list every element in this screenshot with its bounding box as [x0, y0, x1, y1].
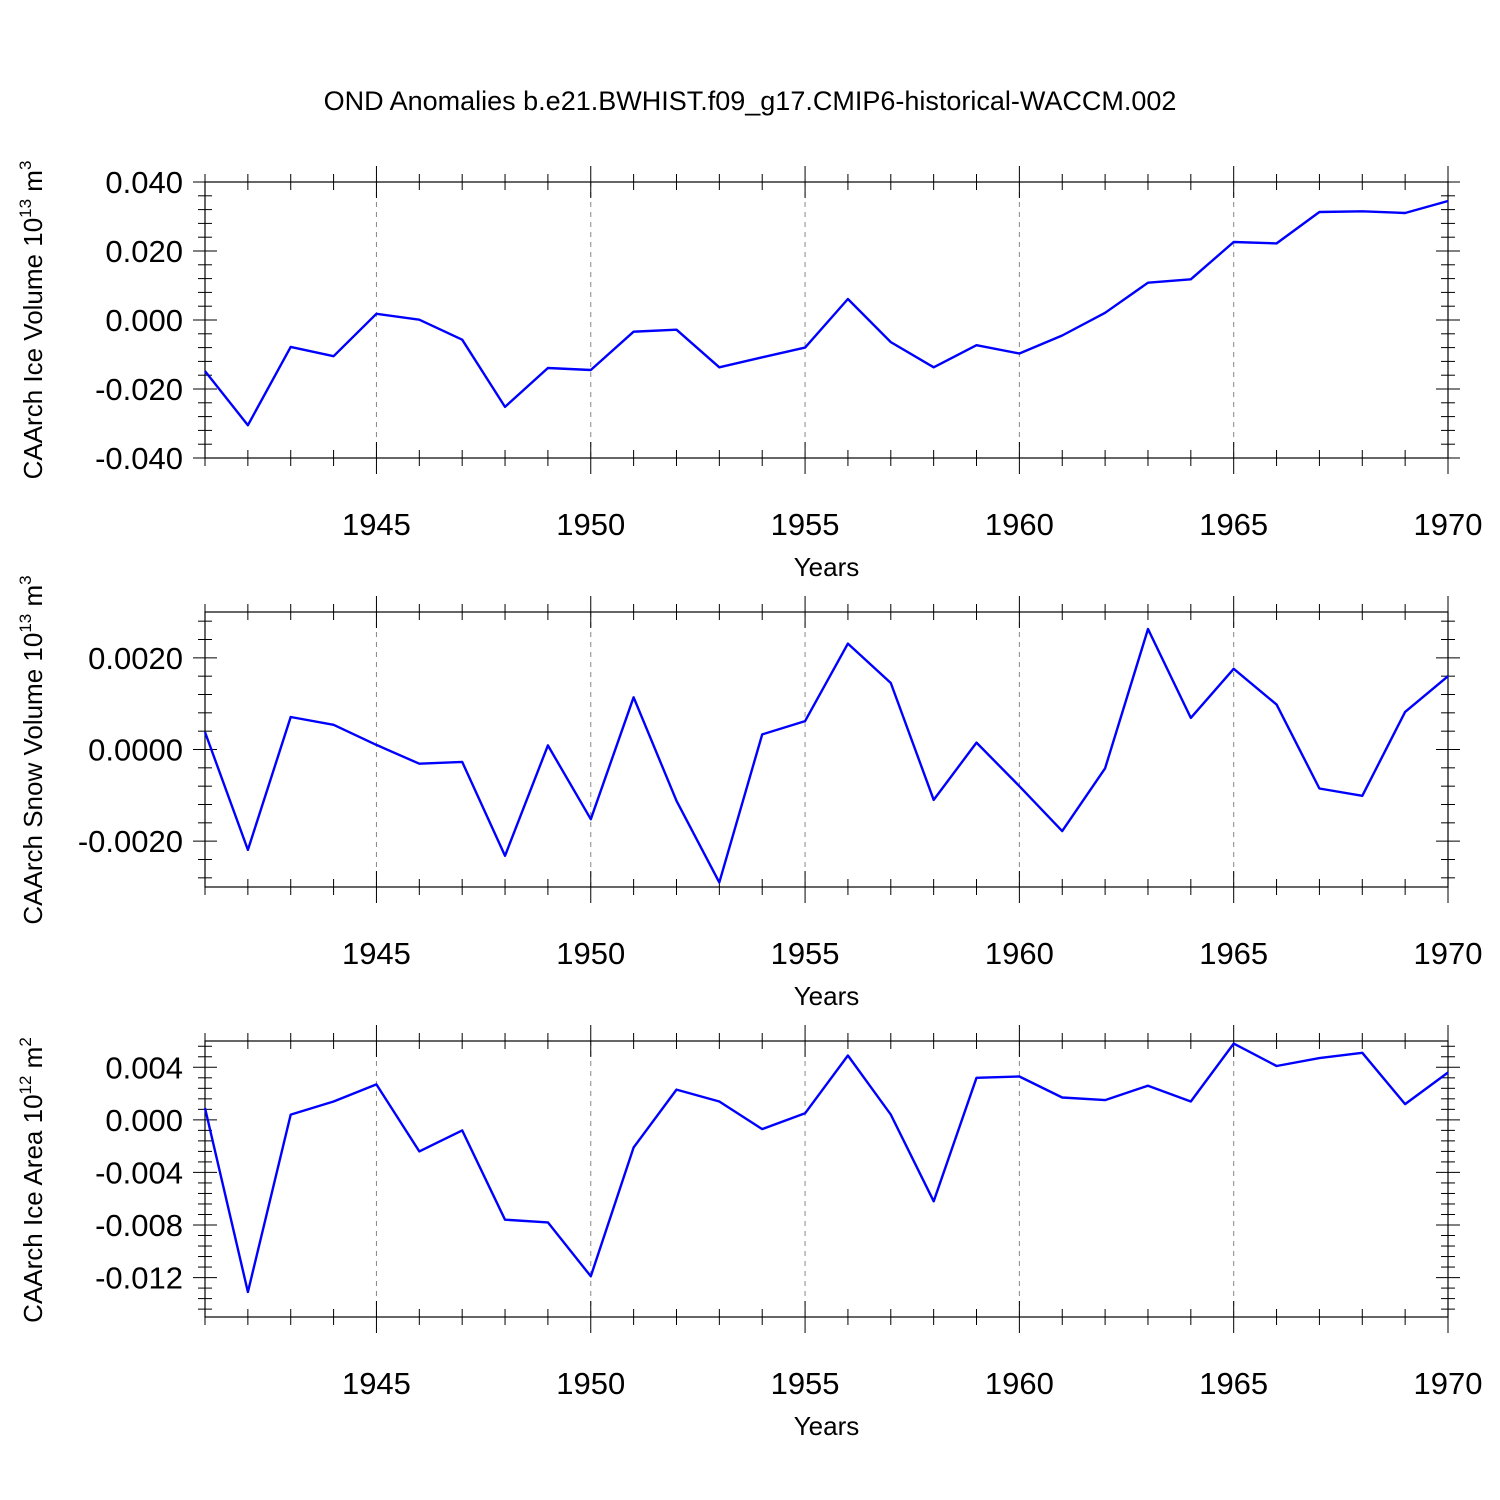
x-axis-label: Years	[794, 552, 860, 582]
x-tick-label: 1955	[771, 936, 840, 971]
chart-panel-1: 0.040 0.020 0.000 -0.020 -0.040 1945 1950 1955 1…	[16, 161, 1482, 582]
x-axis-label: Years	[794, 1411, 860, 1441]
y-tick-label: 0.020	[105, 234, 183, 269]
y-axis-label: CAArch Ice Area 1012 m2	[16, 1037, 48, 1323]
y-tick-label: -0.008	[95, 1208, 183, 1243]
x-axis-label: Years	[794, 981, 860, 1011]
y-tick-label: 0.0020	[88, 641, 183, 676]
x-tick-label: 1965	[1199, 936, 1268, 971]
y-tick-label: -0.012	[95, 1261, 183, 1296]
y-axis-label: CAArch Snow Volume 1013 m3	[16, 575, 48, 924]
chart-panel-3: 0.004 0.000 -0.004 -0.008 -0.012 1945 1950 1955…	[16, 1025, 1482, 1441]
y-tick-label: 0.040	[105, 165, 183, 200]
x-tick-label: 1960	[985, 1366, 1054, 1401]
y-tick-label: -0.020	[95, 372, 183, 407]
figure-title: OND Anomalies b.e21.BWHIST.f09_g17.CMIP6…	[324, 86, 1177, 116]
x-tick-label: 1960	[985, 507, 1054, 542]
x-tick-label: 1965	[1199, 1366, 1268, 1401]
plot-frame	[204, 611, 1449, 888]
y-tick-label: -0.004	[95, 1155, 183, 1190]
x-tick-label: 1955	[771, 507, 840, 542]
y-tick-label: 0.004	[105, 1050, 183, 1085]
x-tick-label: 1945	[342, 1366, 411, 1401]
x-tick-label: 1970	[1414, 507, 1483, 542]
plot-frame	[204, 181, 1449, 459]
x-tick-label: 1970	[1414, 1366, 1483, 1401]
plot-frame	[204, 1040, 1449, 1318]
x-tick-label: 1965	[1199, 507, 1268, 542]
x-tick-label: 1945	[342, 936, 411, 971]
x-tick-label: 1945	[342, 507, 411, 542]
x-tick-label: 1950	[556, 936, 625, 971]
data-series-line	[203, 627, 1449, 884]
y-tick-label: -0.040	[95, 441, 183, 476]
y-tick-label: 0.000	[105, 1103, 183, 1138]
data-series-line	[203, 1042, 1449, 1294]
x-tick-label: 1950	[556, 507, 625, 542]
y-tick-label: 0.0000	[88, 733, 183, 768]
data-series-line	[204, 199, 1449, 427]
chart-panel-2: 0.0020 0.0000 -0.0020 1945 1950 1955 1960 1965 1…	[16, 575, 1482, 1011]
y-axis-label: CAArch Ice Volume 1013 m3	[16, 161, 48, 480]
x-tick-label: 1960	[985, 936, 1054, 971]
x-tick-label: 1950	[556, 1366, 625, 1401]
x-tick-label: 1955	[771, 1366, 840, 1401]
x-tick-label: 1970	[1414, 936, 1483, 971]
y-tick-label: -0.0020	[78, 824, 183, 859]
y-tick-label: 0.000	[105, 303, 183, 338]
